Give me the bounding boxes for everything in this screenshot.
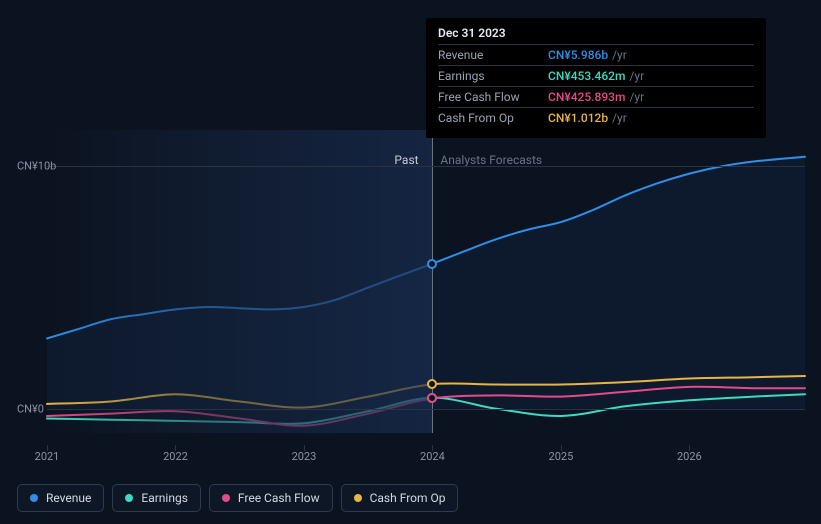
legend-label: Cash From Op	[370, 491, 446, 505]
legend-label: Free Cash Flow	[238, 491, 320, 505]
chart-container: Past Analysts Forecasts CN¥10b CN¥0	[17, 120, 805, 450]
legend-label: Revenue	[46, 491, 91, 505]
x-axis-label: 2021	[35, 450, 60, 463]
tooltip-row-value: CN¥5.986b	[548, 48, 608, 62]
series-marker-revenue	[427, 259, 437, 269]
forecast-label: Analysts Forecasts	[440, 153, 542, 167]
plot-area[interactable]: Past Analysts Forecasts	[47, 130, 805, 433]
series-marker-cfo	[427, 379, 437, 389]
legend-item-cash-from-op[interactable]: Cash From Op	[341, 484, 459, 512]
tooltip-row: Cash From OpCN¥1.012b/yr	[438, 107, 754, 128]
tooltip-row-value: CN¥453.462m	[548, 69, 625, 83]
tooltip-row-unit: /yr	[612, 48, 627, 62]
x-axis-label: 2023	[292, 450, 317, 463]
x-axis-label: 2026	[677, 450, 702, 463]
y-axis-label: CN¥10b	[17, 160, 47, 173]
x-axis-labels: 202120222023202420252026	[47, 450, 804, 468]
legend-dot-icon	[222, 494, 230, 502]
legend-dot-icon	[354, 494, 362, 502]
tooltip-row-unit: /yr	[629, 90, 644, 104]
tooltip-row-unit: /yr	[612, 111, 627, 125]
tooltip-row: RevenueCN¥5.986b/yr	[438, 44, 754, 65]
x-axis-label: 2022	[163, 450, 188, 463]
tooltip-row-value: CN¥425.893m	[548, 90, 625, 104]
legend: Revenue Earnings Free Cash Flow Cash From O…	[17, 484, 458, 512]
legend-item-revenue[interactable]: Revenue	[17, 484, 104, 512]
legend-dot-icon	[30, 494, 38, 502]
tooltip-row: Free Cash FlowCN¥425.893m/yr	[438, 86, 754, 107]
past-label: Past	[394, 153, 418, 167]
tooltip-row: EarningsCN¥453.462m/yr	[438, 65, 754, 86]
tooltip-row-label: Cash From Op	[438, 111, 548, 125]
tooltip-row-label: Free Cash Flow	[438, 90, 548, 104]
y-gridline	[47, 409, 805, 410]
legend-label: Earnings	[141, 491, 188, 505]
plot-svg	[47, 130, 805, 433]
x-axis-label: 2024	[420, 450, 445, 463]
tooltip-row-label: Earnings	[438, 69, 548, 83]
legend-item-free-cash-flow[interactable]: Free Cash Flow	[209, 484, 333, 512]
tooltip-date: Dec 31 2023	[438, 26, 754, 44]
series-marker-fcf	[427, 393, 437, 403]
tooltip-row-label: Revenue	[438, 48, 548, 62]
y-gridline	[47, 166, 805, 167]
x-axis-label: 2025	[549, 450, 574, 463]
legend-item-earnings[interactable]: Earnings	[112, 484, 201, 512]
tooltip-row-value: CN¥1.012b	[548, 111, 608, 125]
tooltip: Dec 31 2023 RevenueCN¥5.986b/yrEarningsC…	[426, 18, 766, 138]
y-axis-label: CN¥0	[17, 402, 47, 415]
tooltip-row-unit: /yr	[629, 69, 644, 83]
legend-dot-icon	[125, 494, 133, 502]
